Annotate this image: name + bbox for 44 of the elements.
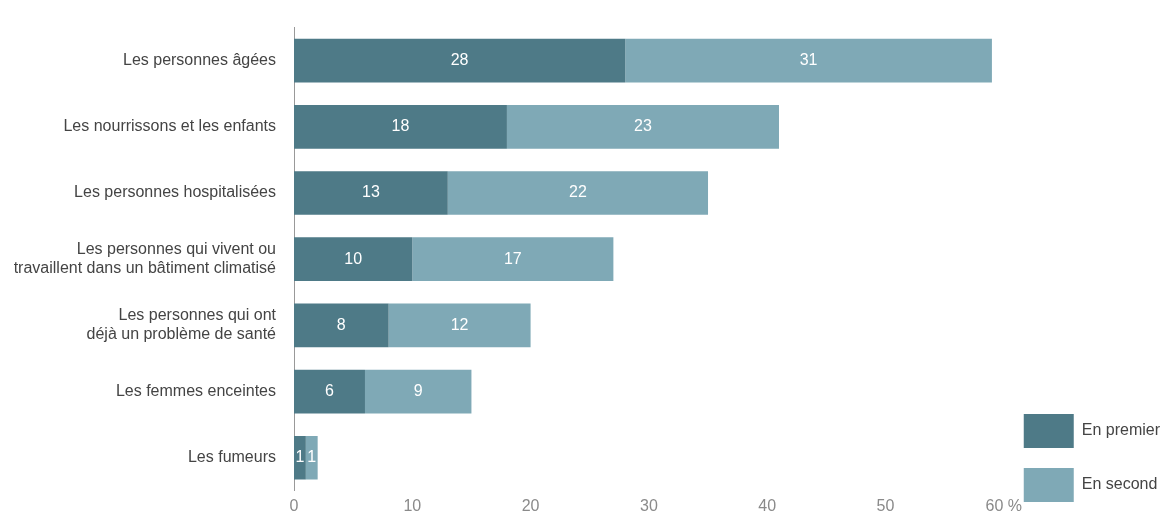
x-tick-label: 20: [521, 496, 540, 514]
x-tick-label: 60 %: [985, 496, 1022, 514]
y-tick-label: Les personnes qui vivent ou travaillent dans un bâtiment climatisé: [13, 240, 277, 277]
bar: [447, 171, 709, 215]
legend-label: En premier: [1081, 421, 1161, 439]
data-label: 12: [450, 315, 469, 333]
bar: [294, 237, 413, 282]
data-label: 1: [295, 448, 305, 466]
y-tick-label: Les personnes qui ont déjà un problème de santé: [86, 306, 277, 343]
x-tick-label: 40: [758, 496, 777, 514]
data-label: 31: [799, 51, 818, 69]
bar: [294, 171, 448, 215]
data-label: 17: [503, 249, 522, 267]
data-label: 23: [634, 117, 652, 135]
data-label: 13: [361, 183, 380, 201]
y-tick-label: Les personnes hospitalisées: [74, 183, 276, 201]
bar: [294, 303, 389, 348]
data-label: 8: [336, 315, 346, 333]
legend-label: En second: [1081, 475, 1158, 493]
bar: [294, 369, 365, 414]
data-label: 28: [450, 51, 469, 69]
bar: [294, 105, 507, 149]
bar: [388, 303, 531, 348]
bar: [294, 435, 306, 480]
bar: [625, 38, 992, 83]
x-tick-label: 10: [403, 496, 422, 514]
bar: [294, 38, 626, 83]
y-tick-label: Les nourrissons et les enfants: [63, 117, 276, 135]
x-tick-label: 30: [639, 496, 658, 514]
bar: [412, 237, 614, 282]
data-label: 6: [325, 381, 335, 399]
data-label: 22: [569, 183, 587, 201]
x-tick-label: 0: [289, 496, 299, 514]
bar: [364, 369, 472, 414]
y-tick-label: Les fumeurs: [187, 448, 276, 466]
data-label: 9: [413, 381, 423, 399]
data-label: 18: [391, 117, 410, 135]
x-tick-label: 50: [876, 496, 895, 514]
y-tick-label: Les femmes enceintes: [115, 381, 276, 399]
data-label: 10: [344, 249, 363, 267]
data-label: 1: [307, 448, 317, 466]
bar: [506, 105, 779, 149]
y-tick-label: Les personnes âgées: [123, 51, 276, 69]
bar: [305, 435, 318, 480]
